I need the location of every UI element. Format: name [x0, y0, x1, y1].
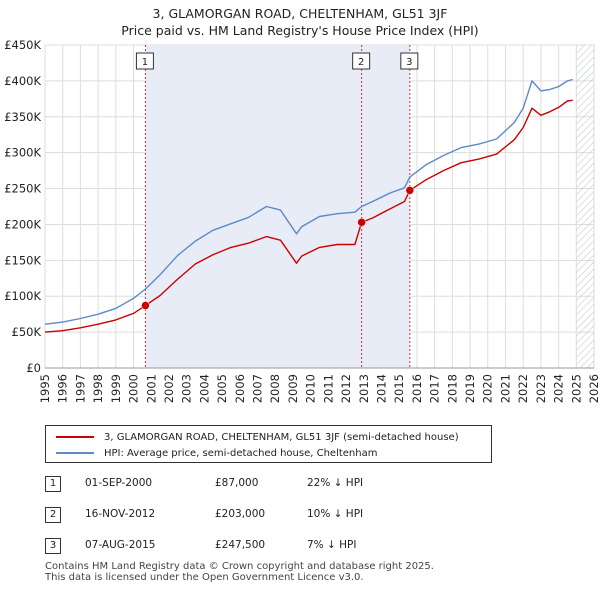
x-tick-label: 2004	[197, 374, 211, 403]
x-tick-label: 2011	[321, 374, 335, 403]
sale-marker-box	[352, 52, 371, 70]
sale-point	[405, 186, 415, 195]
hpi-series-line	[44, 78, 573, 325]
sale-date: 16-NOV-2012	[85, 508, 156, 520]
chart-subtitle: Price paid vs. HM Land Registry's House …	[121, 23, 479, 38]
y-tick-label: £400K	[4, 74, 41, 88]
forecast-hatch	[576, 45, 594, 368]
x-tick-label: 2012	[339, 374, 353, 403]
legend-item-property: 3, GLAMORGAN ROAD, CHELTENHAM, GL51 3JF …	[56, 430, 459, 444]
x-tick-label: 2021	[498, 374, 512, 403]
legend-property-label: 3, GLAMORGAN ROAD, CHELTENHAM, GL51 3JF …	[104, 431, 459, 443]
sale-hpi-diff: 7% ↓ HPI	[307, 539, 357, 551]
x-tick-label: 2003	[180, 374, 194, 403]
x-tick-label: 1995	[38, 374, 52, 403]
legend-hpi-label: HPI: Average price, semi-detached house,…	[104, 447, 378, 459]
sale-marker-box	[135, 52, 154, 70]
sale-point	[357, 218, 366, 227]
x-tick-label: 1998	[91, 374, 105, 403]
x-tick-label: 2013	[357, 374, 371, 403]
footer-line-2: This data is licensed under the Open Gov…	[45, 572, 364, 583]
sale-marker-number: 2	[358, 57, 364, 68]
hpi-line-swatch	[56, 452, 94, 454]
sale-price: £247,500	[215, 539, 266, 551]
x-tick-label: 2015	[392, 374, 406, 403]
x-tick-label: 2006	[233, 374, 247, 403]
sale-date: 01-SEP-2000	[85, 477, 153, 489]
sale-price: £203,000	[215, 508, 266, 520]
sale-number-badge: 2	[45, 507, 61, 523]
x-tick-label: 2002	[162, 374, 176, 403]
x-tick-label: 2026	[587, 374, 600, 403]
y-tick-label: £150K	[4, 253, 41, 267]
x-tick-label: 1997	[73, 374, 87, 403]
x-tick-label: 2008	[268, 374, 282, 403]
x-tick-label: 2000	[127, 374, 141, 403]
x-tick-label: 2016	[410, 374, 424, 403]
sale-hpi-diff: 22% ↓ HPI	[307, 477, 364, 489]
x-tick-label: 2018	[445, 374, 459, 403]
legend: 3, GLAMORGAN ROAD, CHELTENHAM, GL51 3JF …	[45, 425, 492, 463]
sale-number-badge: 1	[45, 476, 61, 492]
sale-point	[141, 301, 150, 310]
x-tick-label: 2017	[428, 374, 442, 403]
sale-row: 1 01-SEP-2000 £87,000 22% ↓ HPI	[45, 476, 465, 494]
x-tick-label: 1999	[109, 374, 123, 403]
y-tick-label: £0	[26, 361, 41, 375]
sale-marker-number: 3	[406, 57, 412, 68]
y-tick-label: £100K	[4, 289, 41, 303]
chart-title: 3, GLAMORGAN ROAD, CHELTENHAM, GL51 3JF	[152, 6, 448, 21]
x-tick-label: 2010	[304, 374, 318, 403]
footer-line-1: Contains HM Land Registry data © Crown c…	[45, 561, 434, 572]
x-tick-label: 2005	[215, 374, 229, 403]
sale-marker-number: 1	[142, 57, 148, 68]
x-tick-label: 2009	[286, 374, 300, 403]
x-tick-label: 2007	[251, 374, 265, 403]
sale-marker-box	[400, 52, 419, 70]
x-tick-label: 1996	[56, 374, 70, 403]
x-tick-label: 2020	[481, 374, 495, 403]
sale-row: 2 16-NOV-2012 £203,000 10% ↓ HPI	[45, 507, 465, 525]
x-tick-label: 2023	[534, 374, 548, 403]
y-tick-label: £350K	[4, 110, 41, 124]
y-tick-label: £300K	[4, 146, 41, 160]
sale-date: 07-AUG-2015	[85, 539, 156, 551]
sale-number-badge: 3	[45, 538, 61, 554]
sale-hpi-diff: 10% ↓ HPI	[307, 508, 364, 520]
sale-price: £87,000	[215, 477, 259, 489]
x-tick-label: 2025	[569, 374, 583, 403]
y-tick-label: £250K	[4, 182, 41, 196]
property-line-swatch	[56, 436, 94, 438]
footer-attribution: Contains HM Land Registry data © Crown c…	[45, 561, 434, 583]
price-chart: 1 2 3 £0 £50K £100K £150K £200K £250K £300K £350K…	[4, 38, 600, 403]
x-tick-label: 2024	[552, 374, 566, 403]
x-tick-label: 2001	[144, 374, 158, 403]
y-tick-label: £450K	[4, 38, 41, 52]
x-tick-label: 2019	[463, 374, 477, 403]
x-tick-label: 2014	[374, 374, 388, 403]
sale-row: 3 07-AUG-2015 £247,500 7% ↓ HPI	[45, 538, 465, 556]
x-tick-label: 2022	[516, 374, 530, 403]
y-tick-label: £200K	[4, 217, 41, 231]
y-tick-label: £50K	[12, 325, 42, 339]
ownership-shading	[145, 45, 410, 368]
legend-item-hpi: HPI: Average price, semi-detached house,…	[56, 446, 377, 460]
